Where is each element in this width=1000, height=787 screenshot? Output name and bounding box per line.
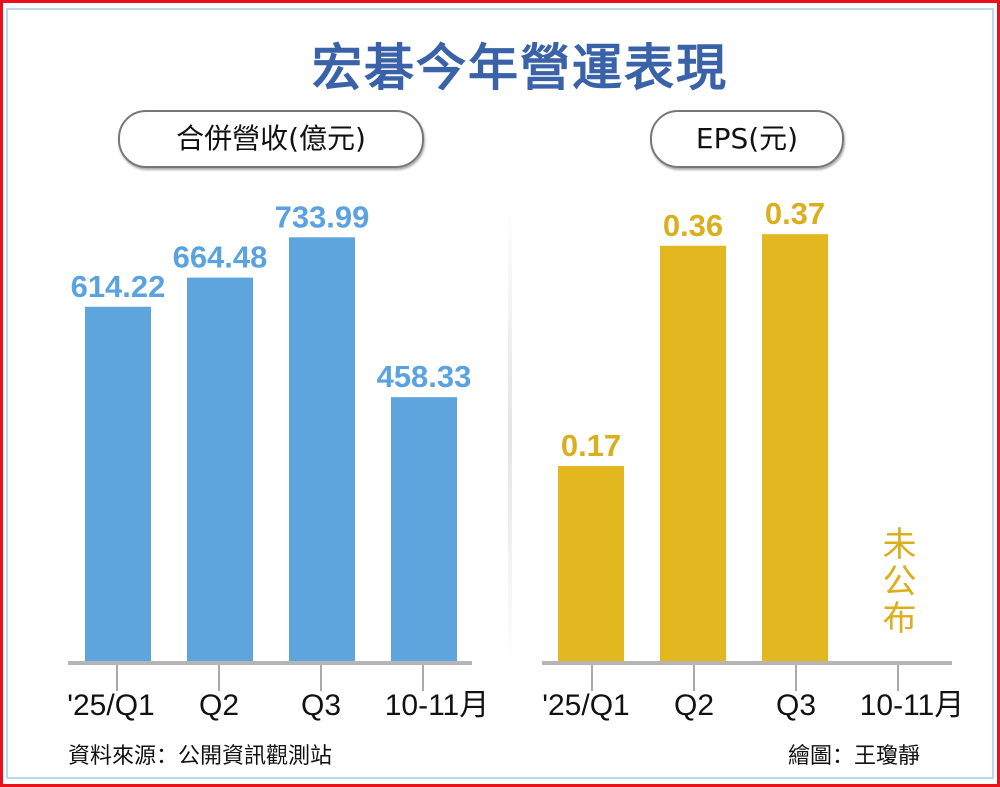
data-label: 0.37 xyxy=(765,196,825,231)
bar xyxy=(558,465,624,663)
category-label: '25/Q1 xyxy=(542,689,629,722)
category-label: 10-11月 xyxy=(860,689,965,722)
category-label: Q2 xyxy=(674,689,714,722)
revenue-chart-title: 合併營收(億元) xyxy=(118,110,424,168)
credit-note: 繪圖：王瓊靜 xyxy=(788,744,921,769)
bar xyxy=(85,306,151,663)
source-note: 資料來源：公開資訊觀測站 xyxy=(68,744,333,769)
eps-chart-title: EPS(元) xyxy=(650,110,844,168)
bar xyxy=(187,277,253,663)
inner-frame xyxy=(6,8,994,779)
data-label: 664.48 xyxy=(173,240,268,275)
data-label: 458.33 xyxy=(377,359,472,394)
data-label: 614.22 xyxy=(71,269,166,304)
category-label: Q2 xyxy=(199,689,239,722)
bar xyxy=(391,397,457,663)
category-label: Q3 xyxy=(301,689,341,722)
category-label: '25/Q1 xyxy=(67,689,154,722)
data-label: 733.99 xyxy=(275,199,370,234)
divider xyxy=(508,200,512,670)
data-label: 0.17 xyxy=(561,428,621,463)
category-label: Q3 xyxy=(776,689,816,722)
eps-not-published-annotation: 未公布 xyxy=(876,526,916,637)
bar xyxy=(660,245,726,663)
category-label: 10-11月 xyxy=(385,689,490,722)
bar xyxy=(289,237,355,663)
data-label: 0.36 xyxy=(663,208,723,243)
bar xyxy=(762,234,828,664)
chart-title: 宏碁今年營運表現 xyxy=(312,39,728,97)
